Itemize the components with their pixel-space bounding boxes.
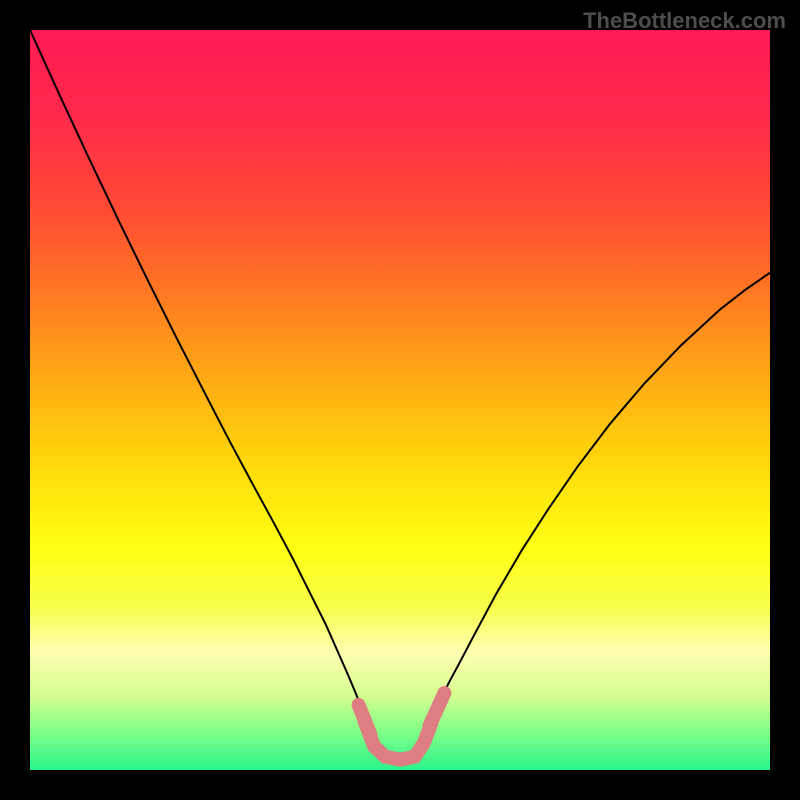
gradient-background (30, 30, 770, 770)
chart-plot-area (30, 30, 770, 770)
watermark-text: TheBottleneck.com (583, 8, 786, 34)
bottleneck-curve-chart (30, 30, 770, 770)
